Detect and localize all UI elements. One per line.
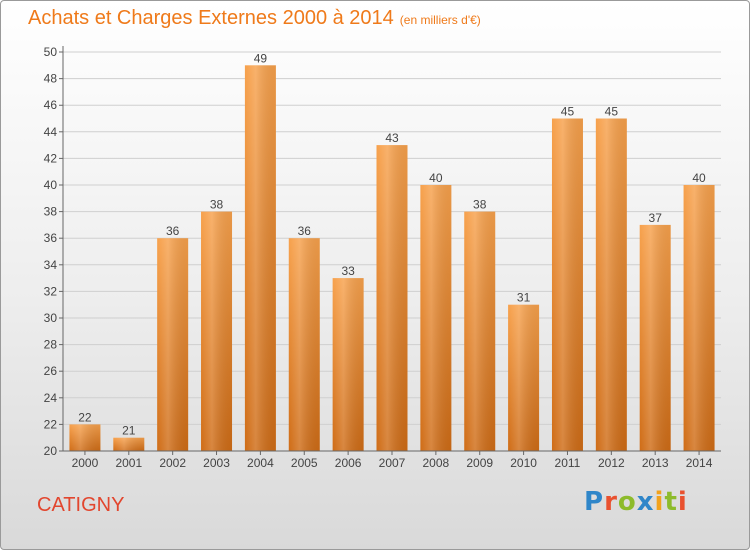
x-tick-label: 2009 xyxy=(466,456,493,470)
bar-value-label: 31 xyxy=(517,291,531,305)
y-tick-label: 50 xyxy=(44,45,58,59)
bar-shine xyxy=(595,118,627,451)
x-tick-label: 2001 xyxy=(115,456,142,470)
logo-letter: o xyxy=(617,487,637,517)
bar-shine xyxy=(508,304,540,451)
bars xyxy=(69,65,715,452)
logo-letter: P xyxy=(584,487,605,517)
y-axis: 20 22 24 26 28 30 32 34 36 38 40 42 44 46 48 50 xyxy=(44,45,64,458)
x-axis: 2000 2001 2002 2003 2004 2005 2006 2007 2008 2009… xyxy=(63,450,721,470)
y-tick-label: 46 xyxy=(44,98,58,112)
y-tick-label: 38 xyxy=(44,205,58,219)
y-tick-label: 32 xyxy=(44,284,58,298)
chart-subtitle: (en milliers d'€) xyxy=(399,13,481,27)
y-tick-label: 26 xyxy=(44,364,58,378)
bar-value-label: 43 xyxy=(385,131,399,145)
y-tick-label: 36 xyxy=(44,231,58,245)
bar-shine xyxy=(551,118,583,451)
bar-shine xyxy=(244,65,276,452)
bar-shine xyxy=(332,278,364,451)
logo-letter: i xyxy=(654,487,665,517)
y-tick-label: 42 xyxy=(44,151,58,165)
y-tick-label: 34 xyxy=(44,258,58,272)
bar-value-label: 22 xyxy=(78,410,92,424)
bar-shine xyxy=(157,238,189,451)
bar-value-label: 45 xyxy=(605,105,619,119)
logo-letter: i xyxy=(677,487,688,517)
bar-shine xyxy=(683,185,715,451)
x-tick-label: 2004 xyxy=(247,456,274,470)
bar-shine xyxy=(69,424,101,451)
bar-value-label: 45 xyxy=(561,105,575,119)
bar-value-label: 40 xyxy=(692,171,706,185)
bar-value-label: 38 xyxy=(473,198,487,212)
bar-value-label: 49 xyxy=(254,51,268,65)
chart-title: Achats et Charges Externes 2000 à 2014 (e… xyxy=(28,7,481,30)
bar-value-label: 37 xyxy=(649,211,663,225)
data-labels: 22 21 36 38 49 36 33 43 40 38 31 45 45 37 40 xyxy=(78,51,706,437)
x-tick-label: 2008 xyxy=(423,456,450,470)
title-text: Achats et Charges Externes 2000 à 2014 xyxy=(28,7,394,29)
y-tick-label: 20 xyxy=(44,444,58,458)
y-tick-label: 48 xyxy=(44,72,58,86)
y-tick-label: 28 xyxy=(44,338,58,352)
bar-shine xyxy=(464,211,496,451)
logo-letter: x xyxy=(636,487,655,517)
bar-value-label: 40 xyxy=(429,171,443,185)
bar-value-label: 21 xyxy=(122,424,136,438)
bar-shine xyxy=(201,211,233,451)
bar-shine xyxy=(420,185,452,451)
x-tick-label: 2007 xyxy=(379,456,406,470)
x-tick-label: 2000 xyxy=(72,456,99,470)
y-tick-label: 40 xyxy=(44,178,58,192)
x-tick-label: 2003 xyxy=(203,456,230,470)
y-tick-label: 30 xyxy=(44,311,58,325)
x-tick-label: 2010 xyxy=(510,456,537,470)
logo-letter: r xyxy=(604,487,618,517)
x-tick-label: 2014 xyxy=(686,456,713,470)
bar-value-label: 38 xyxy=(210,198,224,212)
x-tick-label: 2006 xyxy=(335,456,362,470)
bar-shine xyxy=(639,224,671,451)
x-tick-label: 2013 xyxy=(642,456,669,470)
x-tick-label: 2012 xyxy=(598,456,625,470)
bar-value-label: 36 xyxy=(298,224,312,238)
bar-value-label: 36 xyxy=(166,224,180,238)
y-tick-label: 24 xyxy=(44,391,58,405)
logo-letter: t xyxy=(664,487,678,517)
city-name: CATIGNY xyxy=(37,494,125,516)
bar-value-label: 33 xyxy=(341,264,355,278)
bar-shine xyxy=(113,437,145,451)
y-tick-label: 44 xyxy=(44,125,58,139)
bar-shine xyxy=(376,145,408,451)
x-tick-label: 2002 xyxy=(159,456,186,470)
x-tick-label: 2011 xyxy=(555,456,581,470)
proxiti-logo[interactable]: Proxiti xyxy=(584,487,688,517)
bar-shine xyxy=(288,238,320,451)
x-tick-label: 2005 xyxy=(291,456,318,470)
y-tick-label: 22 xyxy=(44,417,58,431)
